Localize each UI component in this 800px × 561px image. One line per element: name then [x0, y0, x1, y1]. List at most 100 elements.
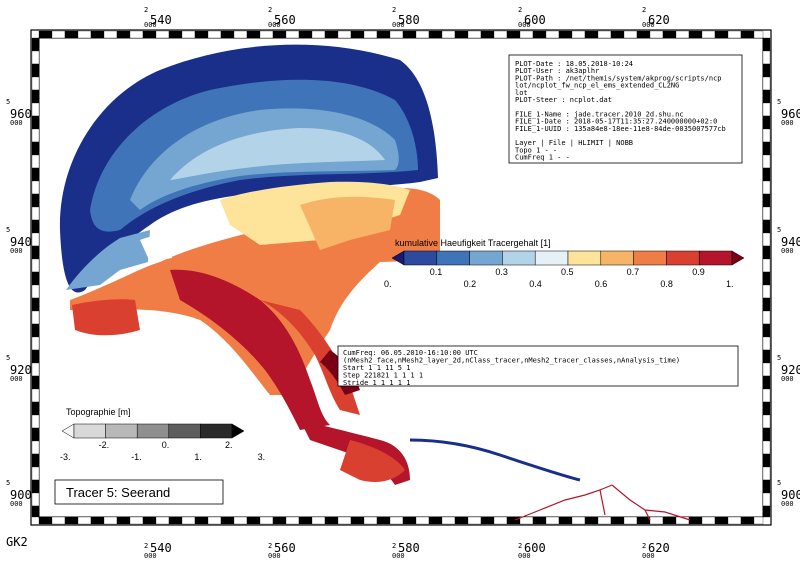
- svg-text:940: 940: [781, 235, 800, 249]
- topo-colorbar: Topographie [m] -2. 0. 2. -3. -1. 1. 3.: [60, 407, 265, 462]
- tracer-colorbar-swatch: [469, 250, 503, 266]
- topo-colorbar-arrow-low: [61, 423, 75, 439]
- topo-colorbar-swatch: [200, 423, 233, 439]
- tracer-colorbar-swatch: [567, 250, 602, 266]
- tracer-colorbar-swatch: [666, 250, 700, 266]
- tracer-tick-label: 0.1: [430, 267, 443, 277]
- sea-area: [59, 44, 438, 293]
- svg-text:560: 560: [274, 541, 296, 555]
- topo-tick-label: -3.: [60, 452, 71, 462]
- tracer-tick-label: 0.3: [495, 267, 508, 277]
- svg-text:2: 2: [144, 6, 148, 14]
- tracer-colorbar-arrow-high: [731, 250, 745, 266]
- tracer-tick-label: 0.8: [660, 279, 673, 289]
- info-line: FILE_1-UUID : 135a84e8-18ee-11e8-84de-00…: [515, 125, 726, 133]
- info-line: Topo 1 - -: [515, 146, 557, 154]
- svg-text:000: 000: [392, 552, 405, 560]
- cumfreq-line: Stride 1 1 1 1 1: [343, 379, 410, 387]
- info-line: PLOT-Date : 18.05.2018-10:24: [515, 60, 633, 68]
- svg-text:920: 920: [10, 363, 32, 377]
- svg-text:000: 000: [642, 21, 655, 29]
- info-line: lot/ncplot_fw_ncp_el_ems_extended_CL2NG: [515, 82, 679, 90]
- tracer-colorbar-swatch: [502, 250, 536, 266]
- svg-text:2: 2: [392, 6, 396, 14]
- svg-text:5: 5: [777, 98, 781, 106]
- topo-tick-label: 3.: [258, 452, 266, 462]
- topo-colorbar-swatch: [136, 423, 170, 439]
- tracer-colorbar-swatch: [698, 250, 733, 266]
- svg-text:5: 5: [777, 479, 781, 487]
- info-line: CumFreq 1 - -: [515, 154, 570, 162]
- svg-text:5: 5: [6, 98, 10, 106]
- tracer-tick-label: 0.7: [627, 267, 640, 277]
- svg-text:000: 000: [144, 21, 157, 29]
- svg-text:5: 5: [6, 226, 10, 234]
- svg-text:000: 000: [518, 552, 531, 560]
- topo-colorbar-title: Topographie [m]: [66, 407, 131, 417]
- svg-text:960: 960: [10, 107, 32, 121]
- info-line: PLOT-User : ak3aplhr: [515, 67, 599, 75]
- info-line: FILE_1-Name : jade.tracer.2010_2d.shu.nc: [515, 110, 684, 118]
- svg-text:000: 000: [10, 375, 23, 383]
- tracer-colorbar-swatch: [534, 250, 569, 266]
- svg-text:940: 940: [10, 235, 32, 249]
- tracer-tick-label: 0.: [384, 279, 392, 289]
- tracer-tick-label: 0.4: [529, 279, 542, 289]
- svg-text:5: 5: [777, 226, 781, 234]
- tracer-tick-label: 0.5: [561, 267, 574, 277]
- svg-text:5: 5: [6, 479, 10, 487]
- graduated-border: [31, 30, 771, 525]
- cumfreq-line: Step 221821 1 1 1 1: [343, 372, 423, 380]
- svg-text:2: 2: [642, 542, 646, 550]
- svg-text:2: 2: [144, 542, 148, 550]
- topo-colorbar-swatch: [73, 423, 106, 439]
- svg-text:600: 600: [524, 541, 546, 555]
- info-line: FILE_1-Date : 2018-05-17T11:35:27.240000…: [515, 118, 717, 126]
- svg-text:000: 000: [781, 500, 794, 508]
- svg-text:000: 000: [10, 119, 23, 127]
- tracer-colorbar: kumulative Haeufigkeit Tracergehalt [1] …: [384, 238, 745, 289]
- svg-text:000: 000: [144, 552, 157, 560]
- cumfreq-line: Start 1 1 11 5 1: [343, 364, 410, 372]
- svg-text:920: 920: [781, 363, 800, 377]
- svg-text:000: 000: [10, 500, 23, 508]
- svg-text:000: 000: [781, 247, 794, 255]
- crs-label: GK2: [6, 535, 28, 549]
- svg-text:000: 000: [392, 21, 405, 29]
- info-line: Layer | File | HLIMIT | NOBB: [515, 139, 633, 147]
- tracer-tick-label: 1.: [726, 279, 734, 289]
- svg-text:540: 540: [150, 13, 172, 27]
- topo-colorbar-swatch: [168, 423, 201, 439]
- tracer-colorbar-title: kumulative Haeufigkeit Tracergehalt [1]: [395, 238, 551, 248]
- tracer-label-box: Tracer 5: Seerand: [54, 479, 224, 505]
- svg-text:2: 2: [642, 6, 646, 14]
- svg-text:000: 000: [781, 119, 794, 127]
- svg-text:5: 5: [6, 354, 10, 362]
- svg-text:2: 2: [268, 542, 272, 550]
- svg-text:620: 620: [648, 541, 670, 555]
- topo-tick-label: 2.: [225, 440, 233, 450]
- svg-text:000: 000: [518, 21, 531, 29]
- map-frame: [30, 29, 772, 526]
- svg-text:2: 2: [392, 542, 396, 550]
- topo-tick-label: -2.: [99, 440, 110, 450]
- topo-tick-label: 1.: [194, 452, 202, 462]
- tracer-colorbar-swatch: [403, 250, 438, 266]
- svg-text:000: 000: [268, 552, 281, 560]
- river-network: [514, 484, 691, 521]
